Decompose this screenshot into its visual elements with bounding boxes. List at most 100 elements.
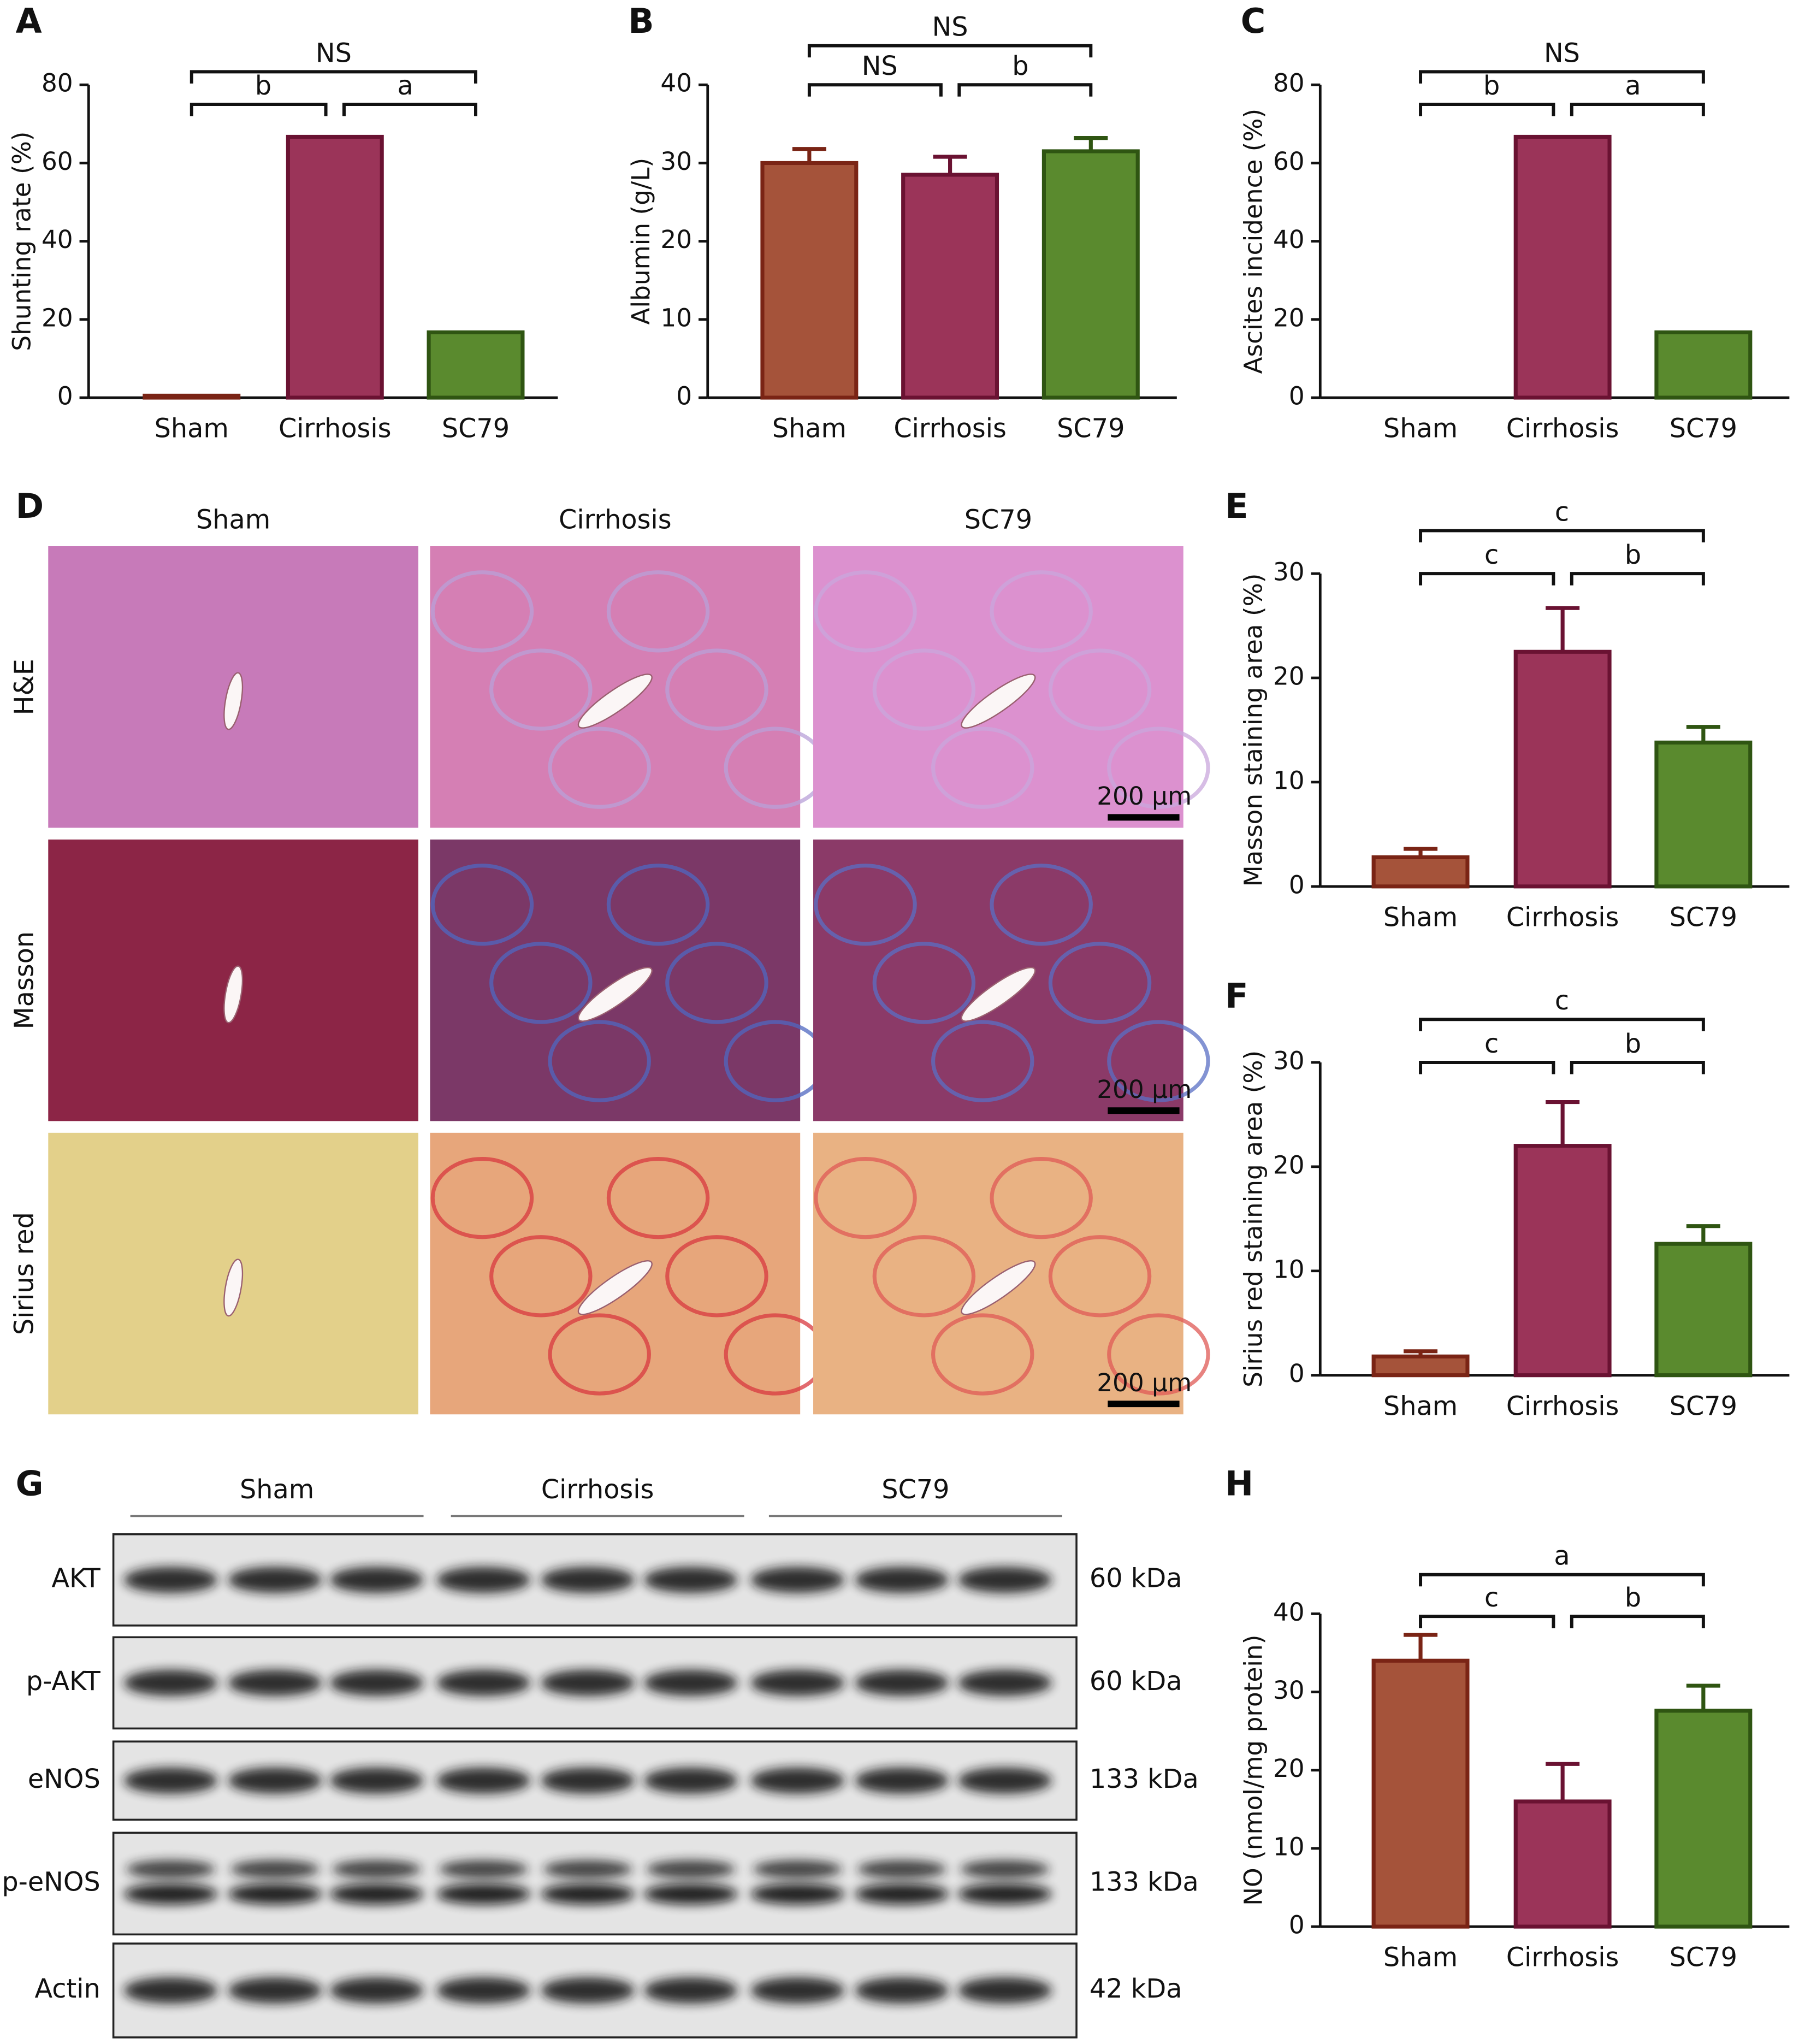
- significance-bracket: [1419, 1060, 1555, 1074]
- y-tick-label: 60: [42, 147, 73, 176]
- y-axis-label: Sirius red staining area (%): [1239, 1050, 1268, 1387]
- y-tick-label: 30: [660, 147, 692, 176]
- significance-bracket: [1419, 1018, 1705, 1031]
- band: [750, 1767, 845, 1794]
- band: [541, 1767, 635, 1794]
- x-tick-label: SC79: [1670, 1943, 1737, 1973]
- blot-row-label: AKT: [51, 1563, 100, 1593]
- x-tick-label: Cirrhosis: [1506, 1391, 1619, 1421]
- error-bar: [792, 147, 826, 163]
- significance-label: b: [255, 71, 271, 101]
- significance-label: b: [1483, 71, 1500, 101]
- error-bar: [1404, 1633, 1438, 1661]
- band: [123, 1767, 218, 1794]
- band: [541, 1567, 635, 1593]
- significance-label: NS: [932, 13, 968, 43]
- significance-bracket: [1419, 572, 1555, 586]
- blot-row-label: p-AKT: [26, 1667, 101, 1697]
- bar: [1041, 149, 1140, 400]
- septum: [872, 648, 976, 731]
- column-label: SC79: [964, 505, 1032, 535]
- bar: [1654, 330, 1753, 400]
- septum: [872, 942, 976, 1024]
- septum: [665, 648, 768, 731]
- significance-label: c: [1484, 1029, 1499, 1059]
- x-tick-label: Cirrhosis: [279, 414, 392, 444]
- bar: [1654, 740, 1753, 889]
- band: [855, 1977, 949, 2004]
- bar: [427, 330, 525, 400]
- blot-size-label: 133 kDa: [1090, 1867, 1199, 1897]
- bar: [1371, 1658, 1470, 1929]
- significance-label: NS: [316, 38, 352, 68]
- band: [857, 1860, 946, 1878]
- panel-letter: E: [1225, 486, 1248, 526]
- band: [957, 1567, 1052, 1593]
- band: [643, 1883, 738, 1905]
- significance-bracket: [1419, 70, 1705, 84]
- y-tick-label: 20: [42, 303, 73, 332]
- vessel: [223, 965, 244, 1024]
- septum: [665, 942, 768, 1024]
- septum: [1107, 726, 1210, 809]
- significance-label: a: [1554, 1541, 1570, 1572]
- septum: [990, 864, 1093, 946]
- y-tick-label: 0: [1289, 1911, 1305, 1940]
- y-tick-label: 20: [660, 225, 692, 254]
- bar: [143, 393, 241, 400]
- y-tick-label: 10: [1273, 766, 1305, 795]
- band: [329, 1977, 424, 2004]
- y-axis-label: Masson staining area (%): [1239, 574, 1268, 887]
- y-tick-label: 30: [1273, 1046, 1305, 1075]
- band: [439, 1860, 528, 1878]
- significance-label: a: [398, 71, 413, 101]
- blot-strip: [112, 1832, 1078, 1936]
- band: [643, 1767, 738, 1794]
- band: [436, 1767, 531, 1794]
- bar-chart: E Masson staining area (%) 0 10 20 30 Sham Cirr…: [1225, 486, 1790, 932]
- significance-bracket: [807, 44, 1093, 58]
- significance-bracket: [1419, 103, 1555, 116]
- band: [643, 1977, 738, 2004]
- band: [436, 1977, 531, 2004]
- x-tick-label: SC79: [442, 414, 510, 444]
- band: [329, 1767, 424, 1794]
- x-tick-label: Cirrhosis: [893, 414, 1007, 444]
- significance-bracket: [1570, 1615, 1705, 1628]
- band: [957, 1669, 1052, 1696]
- septum: [606, 864, 710, 946]
- x-tick-label: Sham: [1383, 902, 1458, 932]
- significance-bracket: [1419, 1573, 1705, 1587]
- septum: [548, 1313, 651, 1396]
- band: [750, 1883, 845, 1905]
- band: [855, 1767, 949, 1794]
- bar-chart: H NO (nmol/mg protein) 0 10 20 30 40 Sham Cirrho…: [1225, 1464, 1790, 1973]
- bar-chart: B Albumin (g/L) 0 10 20 30 40 Sham Cirrhosis SC79…: [626, 1, 1177, 444]
- significance-bracket: [1570, 103, 1705, 116]
- band: [957, 1767, 1052, 1794]
- septum: [990, 570, 1093, 653]
- row-label: Masson: [10, 931, 40, 1030]
- y-axis-label: NO (nmol/mg protein): [1239, 1635, 1268, 1906]
- row-label: Sirius red: [10, 1212, 40, 1335]
- bar: [1654, 1242, 1753, 1378]
- septum: [489, 942, 593, 1024]
- y-tick-label: 20: [1273, 1754, 1305, 1783]
- significance-label: c: [1484, 1583, 1499, 1613]
- band: [543, 1860, 632, 1878]
- band: [123, 1883, 218, 1905]
- significance-bracket: [342, 103, 477, 116]
- vessel: [961, 1260, 1036, 1315]
- panel-letter: C: [1241, 1, 1266, 41]
- significance-label: b: [1625, 1583, 1641, 1613]
- panel-letter: F: [1225, 976, 1248, 1016]
- x-tick-label: SC79: [1057, 414, 1125, 444]
- y-tick-label: 0: [57, 381, 73, 410]
- band: [228, 1767, 322, 1794]
- band: [855, 1567, 949, 1593]
- septum: [1107, 1020, 1210, 1102]
- blot-size-label: 133 kDa: [1090, 1764, 1199, 1794]
- band: [228, 1977, 322, 2004]
